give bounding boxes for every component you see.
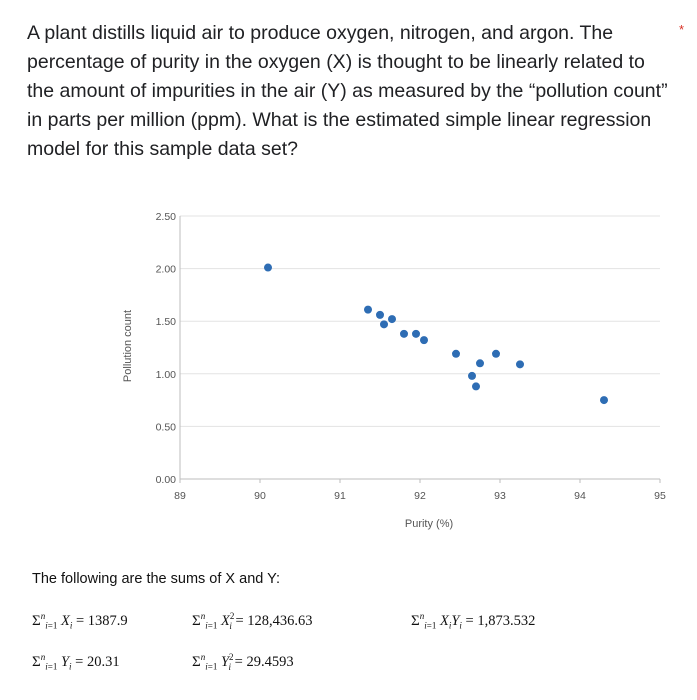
- x-tick-label: 94: [574, 490, 586, 502]
- sums-title: The following are the sums of X and Y:: [32, 571, 280, 587]
- data-points: [264, 263, 608, 405]
- sum-x-squared-value: = 128,436.63: [235, 612, 313, 629]
- x-tick-label: 91: [334, 490, 346, 502]
- data-point: [364, 305, 372, 314]
- y-tick-label: 2.50: [156, 211, 177, 223]
- sum-x-value: = 1387.9: [75, 612, 128, 629]
- scatter-chart: 0.000.501.001.502.002.50 89 90 91 92 93 94 95 …: [122, 211, 666, 530]
- data-point: [492, 349, 500, 358]
- y-tick-label: 1.50: [156, 316, 177, 328]
- x-axis-label: Purity (%): [405, 518, 453, 530]
- data-point: [388, 315, 396, 324]
- y-tick-label: 0.50: [156, 421, 177, 433]
- data-point: [380, 320, 388, 329]
- y-tick-labels: 0.00 0.50 1.00 1.50 2.00 2.50: [156, 211, 177, 486]
- data-point: [264, 263, 272, 272]
- required-marker: *: [679, 22, 685, 37]
- axes: [179, 216, 661, 483]
- data-point: [472, 382, 480, 391]
- sum-y-value: = 20.31: [75, 653, 120, 670]
- data-point: [468, 371, 476, 380]
- data-point: [400, 329, 408, 338]
- y-tick-label: 1.00: [156, 369, 177, 381]
- sum-y-squared-value: = 29.4593: [234, 653, 294, 670]
- sum-y: Σni=1 Yi = 20.31: [32, 652, 120, 672]
- x-tick-label: 92: [414, 490, 426, 502]
- x-tick-labels: 89 90 91 92 93 94 95: [174, 490, 666, 502]
- data-point: [376, 310, 384, 319]
- sum-x: Σni=1 Xi = 1387.9: [32, 611, 128, 631]
- data-point: [452, 349, 460, 358]
- data-point: [516, 360, 524, 369]
- x-tick-label: 93: [494, 490, 506, 502]
- x-tick-label: 95: [654, 490, 666, 502]
- sum-xy-value: = 1,873.532: [465, 612, 536, 629]
- y-axis-label: Pollution count: [122, 310, 134, 382]
- sum-xy: Σni=1 XiYi = 1,873.532: [411, 611, 536, 631]
- data-point: [412, 329, 420, 338]
- data-point: [476, 359, 484, 368]
- data-point: [600, 396, 608, 405]
- y-tick-label: 0.00: [156, 474, 177, 486]
- sum-y-squared: Σni=1 Y2i = 29.4593: [192, 652, 294, 672]
- sum-x-squared: Σni=1 X2i = 128,436.63: [192, 611, 313, 631]
- x-tick-label: 89: [174, 490, 186, 502]
- x-tick-label: 90: [254, 490, 266, 502]
- y-tick-label: 2.00: [156, 264, 177, 276]
- data-point: [420, 336, 428, 345]
- question-text: A plant distills liquid air to produce o…: [27, 22, 668, 160]
- grid-lines: [180, 215, 660, 480]
